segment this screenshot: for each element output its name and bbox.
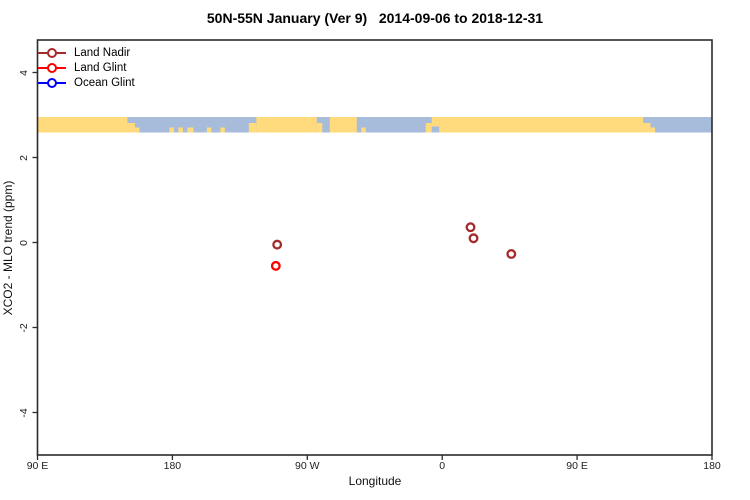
land-glint-marker-icon [38, 60, 66, 75]
x-tick-label: 180 [163, 460, 182, 472]
y-axis-title: XCO2 - MLO trend (ppm) [1, 180, 15, 316]
plot-title: 50N-55N January (Ver 9) 2014-09-06 to 20… [206, 10, 544, 26]
x-tick-label: 90 W [295, 460, 320, 472]
x-tick-label: 180 [703, 460, 721, 472]
map-strip [37, 117, 712, 133]
y-tick-label: 0 [18, 239, 30, 246]
y-tick-label: 4 [18, 69, 30, 76]
x-tick-label: 90 E [26, 460, 49, 472]
data-point-land-glint [270, 260, 281, 271]
y-tick-label: -2 [18, 322, 30, 333]
y-tick-label: -4 [18, 407, 30, 418]
x-tick-label: 90 E [566, 460, 588, 472]
legend-item-land-glint: Land Glint [38, 60, 135, 75]
data-point-land-nadir [272, 239, 283, 250]
y-tick-label: 2 [18, 154, 30, 161]
legend: Land Nadir Land Glint Ocean Glint [38, 45, 135, 90]
legend-label: Land Glint [74, 61, 127, 74]
legend-label: Ocean Glint [74, 76, 135, 89]
land-nadir-marker-icon [38, 45, 66, 60]
data-point-land-nadir [468, 233, 479, 244]
data-point-land-nadir [465, 222, 476, 233]
legend-label: Land Nadir [74, 46, 131, 59]
legend-item-land-nadir: Land Nadir [38, 45, 135, 60]
ocean-glint-marker-icon [38, 75, 66, 90]
x-tick-label: 0 [439, 460, 446, 472]
data-points [270, 222, 517, 271]
plot-frame [32, 39, 713, 460]
data-point-land-nadir [506, 249, 517, 259]
legend-item-ocean-glint: Ocean Glint [38, 75, 135, 90]
x-axis-title: Longitude [348, 474, 402, 488]
